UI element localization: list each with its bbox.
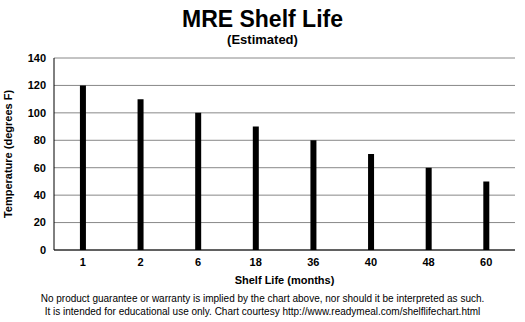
svg-text:80: 80 <box>34 134 46 146</box>
svg-text:Shelf Life (months): Shelf Life (months) <box>235 274 335 286</box>
svg-text:2: 2 <box>137 256 143 268</box>
svg-text:140: 140 <box>28 52 46 64</box>
svg-text:0: 0 <box>40 244 46 256</box>
svg-text:48: 48 <box>422 256 434 268</box>
svg-text:36: 36 <box>307 256 319 268</box>
svg-text:20: 20 <box>34 216 46 228</box>
svg-text:Temperature (degrees F): Temperature (degrees F) <box>8 90 14 219</box>
svg-text:6: 6 <box>195 256 201 268</box>
svg-text:40: 40 <box>365 256 377 268</box>
html-text:It is intended for educational: It is intended for educational use only.… <box>44 306 481 317</box>
svg-text:60: 60 <box>480 256 492 268</box>
svg-text:18: 18 <box>250 256 262 268</box>
svg-text:100: 100 <box>28 107 46 119</box>
html-text:(Estimated): (Estimated) <box>227 32 298 47</box>
svg-text:1: 1 <box>80 256 86 268</box>
html-text:MRE Shelf Life: MRE Shelf Life <box>182 6 343 32</box>
svg-text:60: 60 <box>34 162 46 174</box>
svg-text:40: 40 <box>34 189 46 201</box>
html-text:No product guarantee or warran: No product guarantee or warranty is impl… <box>40 293 485 304</box>
svg-text:120: 120 <box>28 79 46 91</box>
